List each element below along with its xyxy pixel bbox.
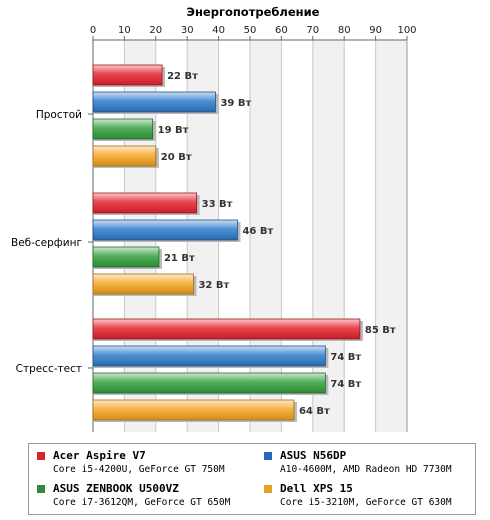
bar-value-label: 39 Вт bbox=[220, 98, 251, 109]
x-tick-label: 20 bbox=[149, 25, 162, 36]
bar-asus-zenbook-u500vz-0 bbox=[92, 118, 154, 140]
bar-asus-n56dp-0 bbox=[92, 91, 216, 113]
bar-value-label: 20 Вт bbox=[161, 152, 192, 163]
legend: Acer Aspire V7 Core i5-4200U, GeForce GT… bbox=[28, 443, 476, 515]
bar-asus-zenbook-u500vz-1 bbox=[92, 246, 160, 268]
bar-value-label: 74 Вт bbox=[330, 352, 361, 363]
grid-band bbox=[344, 40, 376, 432]
legend-swatch-asus-zenbook bbox=[37, 485, 45, 493]
bar-value-label: 64 Вт bbox=[299, 406, 330, 417]
legend-name-asus-zenbook: ASUS ZENBOOK U500VZ bbox=[53, 482, 179, 495]
bar-value-label: 19 Вт bbox=[158, 125, 189, 136]
legend-spec-asus-n56dp: A10-4600M, AMD Radeon HD 7730M bbox=[280, 464, 452, 475]
bar-dell-xps-15-0 bbox=[92, 145, 157, 167]
x-tick-label: 50 bbox=[244, 25, 257, 36]
category-label-простой: Простой bbox=[36, 109, 82, 121]
bar-value-label: 74 Вт bbox=[330, 379, 361, 390]
category-label-стресс-тест: Стресс-тест bbox=[16, 363, 82, 375]
x-tick-label: 30 bbox=[181, 25, 194, 36]
bar-dell-xps-15-2 bbox=[92, 399, 295, 421]
bar-asus-zenbook-u500vz-2 bbox=[92, 372, 326, 394]
legend-swatch-asus-n56dp bbox=[264, 452, 272, 460]
legend-swatch-dell-xps bbox=[264, 485, 272, 493]
legend-name-dell-xps: Dell XPS 15 bbox=[280, 482, 353, 495]
bar-asus-n56dp-2 bbox=[92, 345, 326, 367]
bar-value-label: 33 Вт bbox=[202, 199, 233, 210]
x-tick-label: 40 bbox=[212, 25, 225, 36]
legend-name-asus-n56dp: ASUS N56DP bbox=[280, 449, 347, 462]
bar-value-label: 85 Вт bbox=[365, 325, 396, 336]
x-tick-label: 80 bbox=[338, 25, 351, 36]
x-tick-label: 100 bbox=[397, 25, 416, 36]
bar-value-label: 21 Вт bbox=[164, 253, 195, 264]
x-tick-label: 70 bbox=[306, 25, 319, 36]
x-tick-label: 60 bbox=[275, 25, 288, 36]
chart-area: Энергопотребление 0 10 20 30 40 50 60 70 80 90 100… bbox=[11, 5, 417, 432]
legend-spec-acer: Core i5-4200U, GeForce GT 750M bbox=[53, 464, 225, 475]
grid-band bbox=[375, 40, 407, 432]
category-label-веб-серфинг: Веб-серфинг bbox=[11, 237, 82, 249]
bar-value-label: 22 Вт bbox=[167, 71, 198, 82]
bar-acer-aspire-v7-0 bbox=[92, 64, 163, 86]
legend-spec-dell-xps: Core i5-3210M, GeForce GT 630M bbox=[280, 497, 452, 508]
chart-title: Энергопотребление bbox=[187, 5, 320, 19]
x-tick-label: 0 bbox=[90, 25, 96, 36]
bar-acer-aspire-v7-1 bbox=[92, 192, 198, 214]
bar-acer-aspire-v7-2 bbox=[92, 318, 361, 340]
bar-value-label: 32 Вт bbox=[198, 280, 229, 291]
x-tick-label: 10 bbox=[118, 25, 131, 36]
legend-swatch-acer bbox=[37, 452, 45, 460]
legend-name-acer: Acer Aspire V7 bbox=[53, 449, 146, 462]
legend-spec-asus-zenbook: Core i7-3612QM, GeForce GT 650M bbox=[53, 497, 231, 508]
bar-dell-xps-15-1 bbox=[92, 273, 194, 295]
bar-asus-n56dp-1 bbox=[92, 219, 238, 241]
bar-value-label: 46 Вт bbox=[242, 226, 273, 237]
x-tick-label: 90 bbox=[369, 25, 382, 36]
